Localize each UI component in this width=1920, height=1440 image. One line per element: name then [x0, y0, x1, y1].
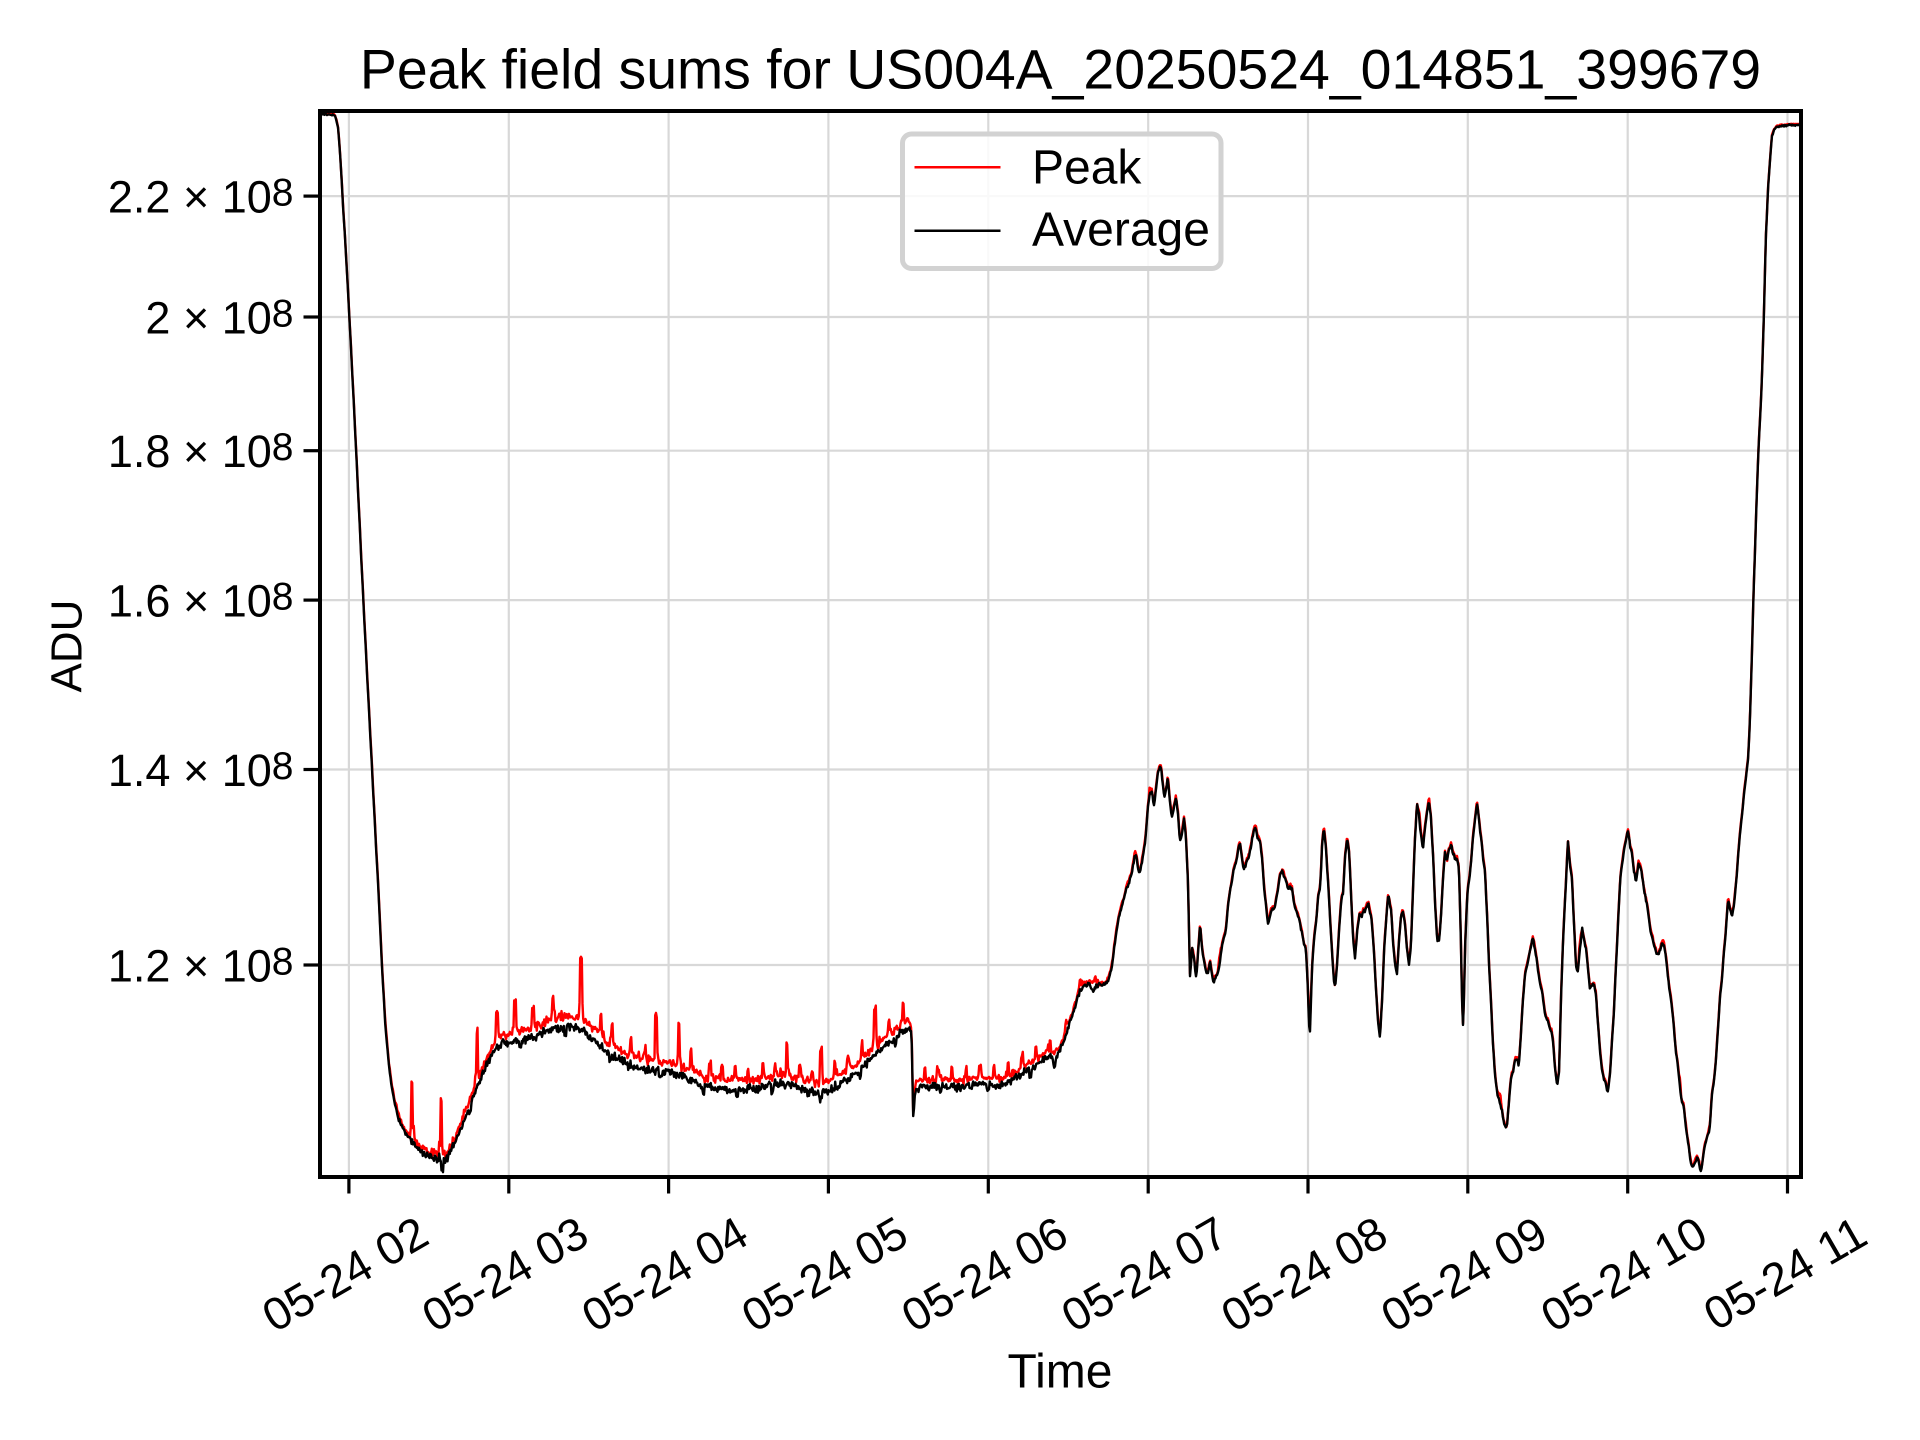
- svg-text:ADU: ADU: [43, 600, 92, 693]
- svg-text:2.2 × 108: 2.2 × 108: [108, 172, 294, 223]
- svg-text:1.2 × 108: 1.2 × 108: [108, 941, 294, 992]
- svg-text:1.6 × 108: 1.6 × 108: [108, 576, 294, 627]
- svg-text:1.8 × 108: 1.8 × 108: [108, 426, 294, 477]
- svg-text:1.4 × 108: 1.4 × 108: [108, 745, 294, 796]
- svg-text:Average: Average: [1032, 203, 1210, 256]
- svg-text:Time: Time: [1008, 1346, 1113, 1399]
- svg-text:2 × 108: 2 × 108: [145, 293, 293, 344]
- svg-text:Peak: Peak: [1032, 141, 1142, 194]
- svg-text:Peak field sums for US004A_202: Peak field sums for US004A_20250524_0148…: [360, 39, 1761, 101]
